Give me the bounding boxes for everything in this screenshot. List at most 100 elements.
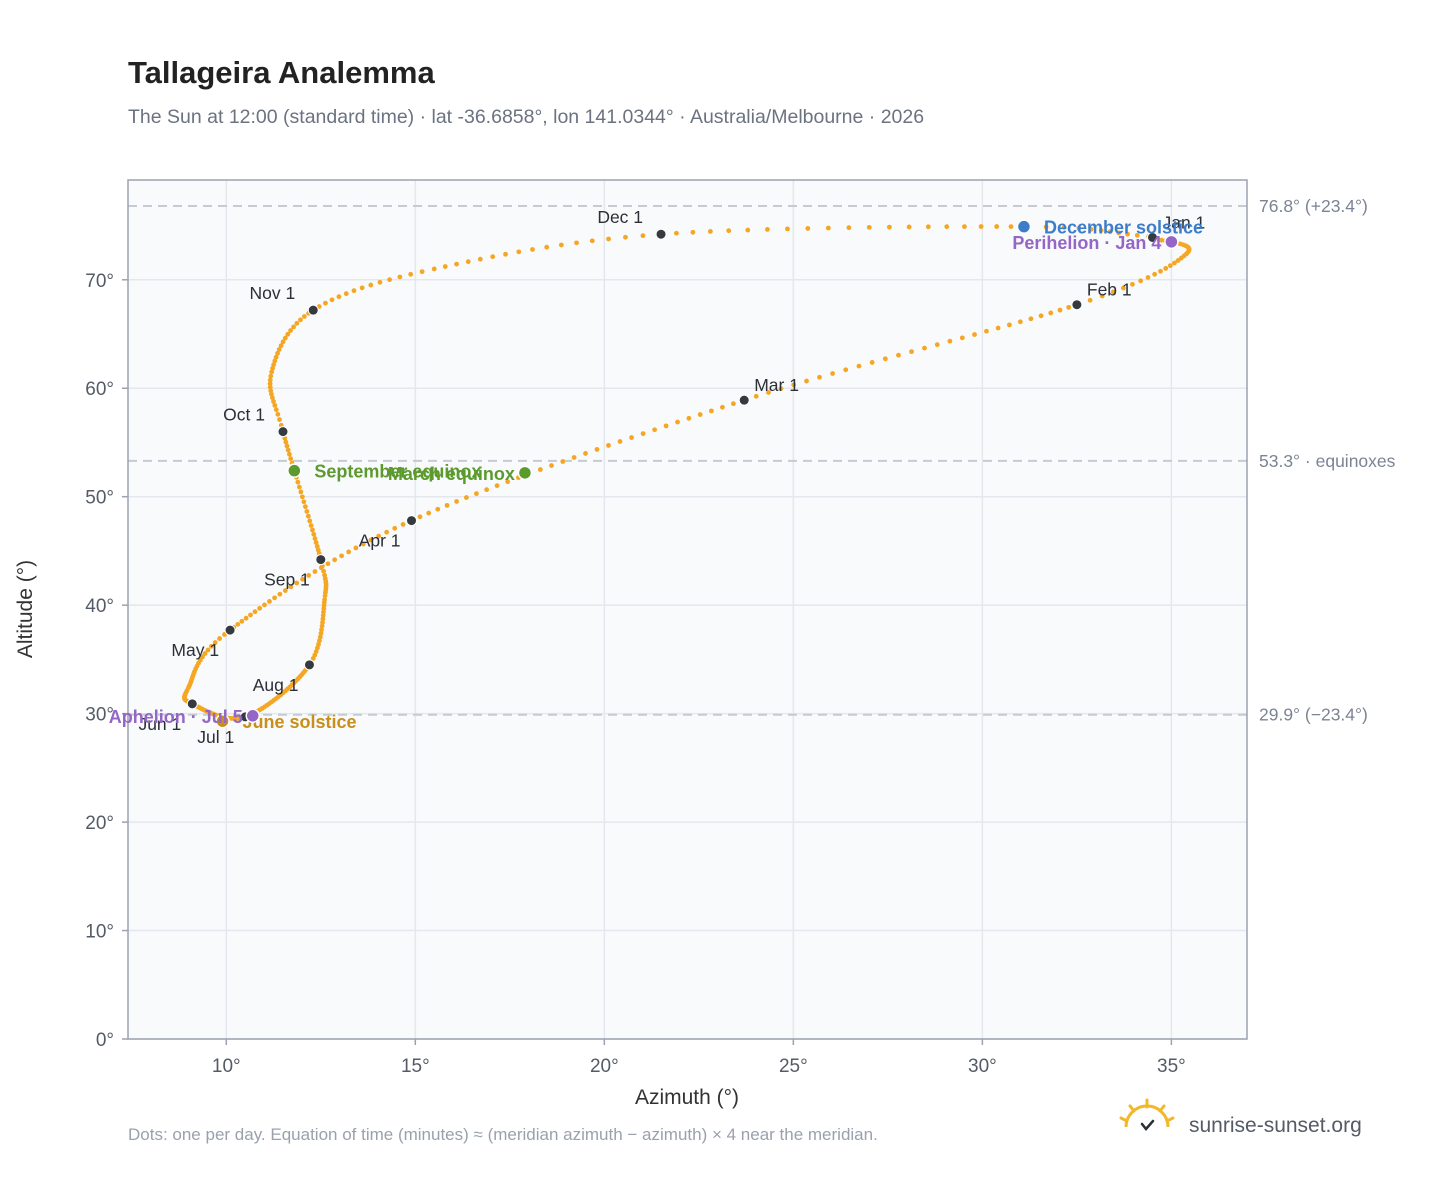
daily-dot: [360, 541, 366, 547]
event-marker-label: December solstice: [1044, 218, 1203, 238]
daily-dot: [408, 271, 414, 277]
daily-dot: [284, 443, 290, 449]
daily-dot: [273, 354, 279, 360]
daily-dot: [1099, 293, 1105, 299]
daily-dot: [308, 523, 314, 528]
daily-dot: [1028, 316, 1034, 322]
y-axis-label: Altitude (°): [14, 560, 37, 658]
daily-dot: [252, 609, 258, 615]
daily-dot: [397, 274, 403, 280]
daily-dot: [332, 557, 338, 563]
daily-dot: [640, 431, 646, 437]
daily-dot: [217, 636, 222, 641]
daily-dot: [343, 291, 349, 297]
daily-dot: [1167, 263, 1173, 269]
daily-dot: [317, 638, 322, 644]
daily-dot: [288, 328, 293, 333]
daily-dot: [474, 491, 479, 497]
daily-dot: [1017, 319, 1023, 325]
daily-dot: [277, 417, 282, 422]
daily-dot: [359, 285, 365, 291]
month-marker: [738, 394, 750, 406]
event-marker-label: September equinox: [314, 462, 481, 482]
daily-dot: [558, 242, 564, 248]
daily-dot: [346, 549, 352, 555]
daily-dot: [1088, 226, 1094, 232]
daily-dot: [530, 247, 535, 252]
daily-dot: [804, 378, 809, 384]
month-marker-label: Nov 1: [250, 283, 296, 303]
daily-dot: [291, 324, 296, 330]
daily-dot: [887, 224, 892, 230]
daily-dot: [686, 415, 692, 421]
daily-dot: [454, 261, 459, 267]
x-tick-label: 25°: [779, 1056, 808, 1077]
x-tick-label: 30°: [968, 1056, 997, 1077]
daily-dot: [490, 254, 496, 260]
daily-dot: [282, 335, 288, 341]
daily-dot: [295, 479, 301, 485]
daily-dot: [442, 264, 448, 269]
daily-dot: [1098, 228, 1104, 233]
daily-dot: [484, 487, 490, 493]
daily-dot: [287, 451, 292, 457]
daily-dot: [606, 443, 611, 448]
daily-dot: [319, 623, 325, 629]
event-marker: [517, 465, 533, 481]
month-marker-label: Jun 1: [138, 714, 181, 734]
daily-dot: [417, 514, 423, 520]
daily-dot: [321, 568, 327, 574]
daily-dot: [312, 536, 318, 541]
daily-dot: [315, 547, 321, 553]
daily-dot: [726, 228, 732, 234]
event-marker: [245, 708, 261, 724]
brand-name[interactable]: sunrise-sunset.org: [1189, 1114, 1362, 1137]
daily-dot: [606, 236, 611, 242]
daily-dot: [617, 439, 623, 444]
daily-dot: [465, 259, 471, 265]
month-marker-label: Sep 1: [264, 570, 310, 590]
daily-dot: [906, 224, 912, 230]
daily-dot: [674, 230, 679, 236]
reference-lines: 76.8° (+23.4°) 53.3° · equinoxes 29.9° (−2…: [128, 196, 1396, 725]
daily-dot: [1134, 232, 1140, 238]
daily-dot: [778, 386, 784, 392]
daily-dot: [1008, 224, 1014, 229]
month-marker: [186, 698, 198, 710]
daily-dot: [663, 423, 669, 429]
month-marker: [224, 624, 236, 636]
daily-dot: [318, 630, 324, 636]
daily-dot: [846, 225, 852, 231]
daily-dot: [376, 533, 382, 539]
event-marker: [1164, 234, 1179, 250]
daily-dot: [494, 483, 500, 489]
daily-dot: [368, 537, 374, 543]
y-tick-label: 50°: [85, 488, 114, 509]
daily-dot: [707, 229, 713, 234]
daily-dot: [384, 529, 390, 535]
daily-dot: [311, 531, 317, 537]
daily-dot: [316, 641, 321, 647]
daily-dot: [273, 407, 279, 413]
daily-dot: [1158, 268, 1163, 274]
daily-dot: [503, 251, 508, 257]
daily-dot: [1172, 260, 1177, 266]
daily-dot: [805, 226, 811, 231]
daily-dot: [896, 352, 901, 358]
x-tick-label: 20°: [590, 1056, 619, 1077]
daily-dot: [675, 419, 680, 425]
daily-dot: [243, 615, 249, 621]
daily-dot: [720, 404, 725, 410]
daily-dot: [431, 266, 437, 272]
x-tick-label: 15°: [401, 1056, 430, 1077]
daily-dot: [444, 502, 450, 508]
daily-dot: [317, 634, 323, 640]
daily-dot: [300, 576, 306, 582]
footnote: Dots: one per day. Equation of time (min…: [128, 1125, 878, 1144]
daily-dot: [277, 591, 283, 597]
daily-dot: [270, 365, 275, 371]
daily-dot: [267, 599, 272, 604]
daily-dot: [477, 256, 483, 262]
